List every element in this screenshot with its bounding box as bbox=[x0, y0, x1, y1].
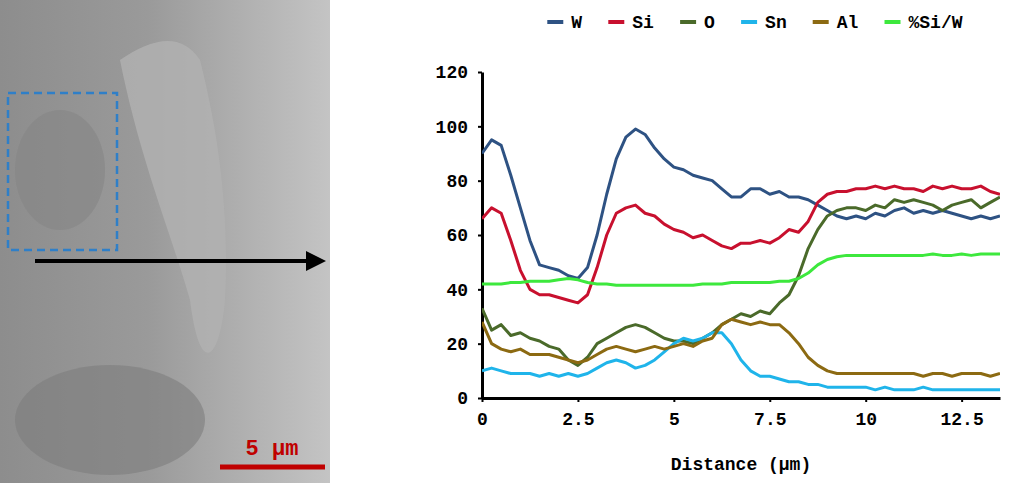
legend-swatch bbox=[680, 20, 696, 24]
series-line bbox=[482, 254, 1000, 285]
region-box bbox=[8, 93, 117, 250]
x-tick-mark bbox=[673, 398, 675, 402]
y-tick: 40 bbox=[446, 281, 482, 301]
x-axis-line bbox=[483, 397, 1001, 400]
y-axis: 0 20 40 60 80 100 120 bbox=[436, 63, 483, 409]
legend-swatch bbox=[608, 20, 624, 24]
y-tick-label: 100 bbox=[436, 118, 468, 138]
x-axis: 0 2.5 5 7.5 10 12.5 bbox=[477, 398, 1000, 430]
legend-item: Sn bbox=[741, 13, 787, 33]
figure: 5 μm 0 2.5 5 7.5 10 12.5 0 20 40 60 80 100 120 Distanc… bbox=[0, 0, 1026, 483]
legend-swatch bbox=[813, 20, 829, 24]
legend-item: O bbox=[680, 13, 715, 33]
y-tick: 100 bbox=[436, 118, 482, 138]
y-tick-mark bbox=[478, 343, 482, 345]
scale-bar bbox=[220, 465, 325, 470]
x-tick: 2.5 bbox=[562, 398, 594, 430]
x-tick: 0 bbox=[477, 398, 488, 430]
micrograph-background bbox=[0, 0, 330, 483]
series-line bbox=[482, 197, 1000, 365]
y-tick-mark bbox=[478, 180, 482, 182]
y-tick-label: 120 bbox=[436, 63, 468, 83]
y-tick-mark bbox=[478, 126, 482, 128]
x-tick-mark bbox=[577, 398, 579, 402]
x-tick-mark bbox=[865, 398, 867, 402]
x-tick: 10 bbox=[855, 398, 877, 430]
x-tick-label: 2.5 bbox=[562, 410, 594, 430]
micrograph: 5 μm bbox=[0, 0, 330, 483]
y-tick-mark bbox=[478, 235, 482, 237]
y-tick: 0 bbox=[457, 389, 482, 409]
x-tick-label: 12.5 bbox=[941, 410, 984, 430]
legend-item: %Si/W bbox=[885, 13, 963, 33]
micrograph-feature bbox=[15, 110, 105, 230]
y-tick-label: 60 bbox=[446, 226, 468, 246]
legend-item: W bbox=[547, 13, 582, 33]
x-tick-mark bbox=[961, 398, 963, 402]
y-tick: 60 bbox=[446, 226, 482, 246]
micrograph-feature bbox=[15, 365, 205, 475]
plot-lines bbox=[482, 129, 1000, 390]
legend-swatch bbox=[547, 20, 563, 24]
micrograph-feature bbox=[120, 41, 226, 353]
legend-label: Sn bbox=[765, 13, 787, 33]
legend: W Si O Sn Al %Si/W bbox=[547, 13, 962, 33]
x-tick: 12.5 bbox=[941, 398, 984, 430]
legend-swatch bbox=[741, 20, 757, 24]
x-axis-title: Distance (μm) bbox=[671, 455, 811, 475]
x-tick-label: 7.5 bbox=[754, 410, 786, 430]
legend-label: Al bbox=[837, 13, 859, 33]
x-tick: 7.5 bbox=[754, 398, 786, 430]
scale-bar-label: 5 μm bbox=[246, 437, 299, 462]
series-line bbox=[482, 319, 1000, 376]
scan-arrow bbox=[35, 259, 322, 263]
legend-swatch bbox=[885, 20, 901, 24]
x-tick-label: 5 bbox=[669, 410, 680, 430]
y-tick: 20 bbox=[446, 335, 482, 355]
y-tick-mark bbox=[478, 72, 482, 74]
y-tick-label: 20 bbox=[446, 335, 468, 355]
x-tick-mark bbox=[769, 398, 771, 402]
y-tick-mark bbox=[478, 398, 482, 400]
y-tick-label: 0 bbox=[457, 389, 468, 409]
y-tick-mark bbox=[478, 289, 482, 291]
y-tick-label: 40 bbox=[446, 281, 468, 301]
legend-label: O bbox=[704, 13, 715, 33]
y-tick: 80 bbox=[446, 172, 482, 192]
x-tick-label: 0 bbox=[477, 410, 488, 430]
legend-item: Si bbox=[608, 13, 654, 33]
legend-item: Al bbox=[813, 13, 859, 33]
legend-label: %Si/W bbox=[909, 13, 963, 33]
x-tick-label: 10 bbox=[855, 410, 877, 430]
y-tick-label: 80 bbox=[446, 172, 468, 192]
x-tick: 5 bbox=[669, 398, 680, 430]
legend-label: W bbox=[571, 13, 582, 33]
legend-label: Si bbox=[632, 13, 654, 33]
y-tick: 120 bbox=[436, 63, 482, 83]
series-line bbox=[482, 333, 1000, 390]
